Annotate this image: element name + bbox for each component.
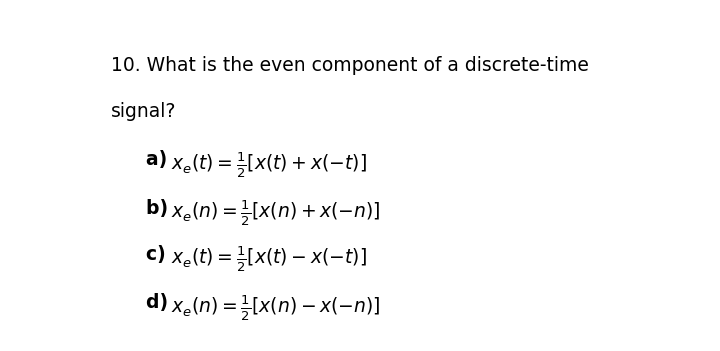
Text: 10. What is the even component of a discrete-time: 10. What is the even component of a disc…	[111, 56, 589, 75]
Text: b): b)	[145, 199, 174, 218]
Text: $x_e(n) = \frac{1}{2}[x(n) - x(-n)]$: $x_e(n) = \frac{1}{2}[x(n) - x(-n)]$	[171, 293, 380, 323]
Text: $x_e(n) = \frac{1}{2}[x(n) + x(-n)]$: $x_e(n) = \frac{1}{2}[x(n) + x(-n)]$	[171, 199, 380, 229]
Text: $x_e(t) = \frac{1}{2}[x(t) + x(-t)]$: $x_e(t) = \frac{1}{2}[x(t) + x(-t)]$	[171, 150, 366, 180]
Text: d): d)	[145, 293, 174, 312]
Text: a): a)	[145, 150, 174, 169]
Text: c): c)	[145, 245, 172, 264]
Text: $x_e(t) = \frac{1}{2}[x(t) - x(-t)]$: $x_e(t) = \frac{1}{2}[x(t) - x(-t)]$	[171, 245, 366, 274]
Text: signal?: signal?	[111, 101, 176, 121]
